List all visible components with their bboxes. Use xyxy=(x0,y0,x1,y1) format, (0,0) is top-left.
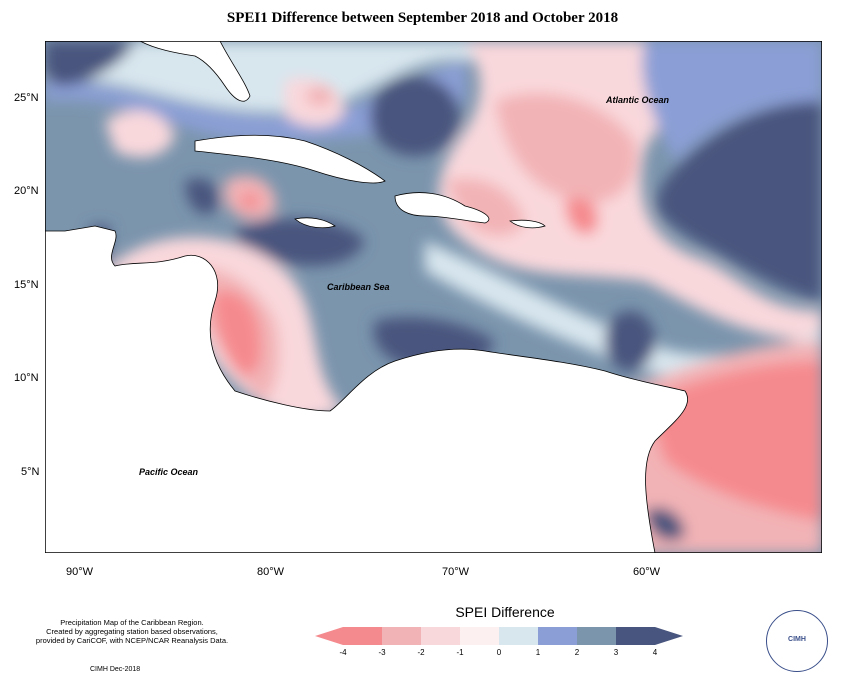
pink-core-guianas xyxy=(645,361,822,521)
dark-region-central xyxy=(235,218,365,266)
colorbar-cell xyxy=(577,627,616,645)
pink-core-hispaniola xyxy=(445,178,525,236)
colorbar-cell xyxy=(538,627,577,645)
caribbean-sea-label: Caribbean Sea xyxy=(327,282,390,292)
credit-date: CIMH Dec-2018 xyxy=(90,666,141,673)
colorbar-tick: -2 xyxy=(417,648,425,657)
dark-region-gulf xyxy=(45,41,135,86)
lon-label-60: 60°W xyxy=(633,566,661,578)
lon-label-80: 80°W xyxy=(257,566,285,578)
lon-label-90: 90°W xyxy=(66,566,94,578)
credit-line: Precipitation Map of the Caribbean Regio… xyxy=(60,618,204,627)
pacific-ocean-label: Pacific Ocean xyxy=(139,467,199,477)
lon-label-70: 70°W xyxy=(442,566,470,578)
lat-label-20: 20°N xyxy=(14,185,39,197)
cimh-logo xyxy=(766,610,828,672)
colorbar-tick: -1 xyxy=(456,648,464,657)
pink-core-bahamas xyxy=(306,86,334,106)
atlantic-ocean-label: Atlantic Ocean xyxy=(606,95,670,105)
lat-label-10: 10°N xyxy=(14,372,39,384)
neutral-band-north xyxy=(45,41,475,113)
logo-text: CIMH xyxy=(788,636,806,643)
colorbar-tick: 2 xyxy=(574,648,580,657)
pink-region-gulf xyxy=(105,110,175,158)
pink-core-yucatan xyxy=(240,193,260,209)
colorbar-cell xyxy=(616,627,683,645)
colorbar-tick: 4 xyxy=(652,648,658,657)
colorbar-cell xyxy=(421,627,460,645)
blue-band-north xyxy=(45,61,465,143)
dark-blob-windward xyxy=(605,311,655,371)
pink-core-atlantic xyxy=(495,93,637,203)
lat-label-25: 25°N xyxy=(14,92,39,104)
lat-label-15: 15°N xyxy=(14,279,39,291)
colorbar-cell xyxy=(460,627,499,645)
colorbar xyxy=(315,627,683,645)
colorbar-cell xyxy=(499,627,538,645)
colorbar-tick: 1 xyxy=(535,648,541,657)
land-masses xyxy=(45,41,688,553)
colorbar-tick: 0 xyxy=(496,648,502,657)
colorbar-cell xyxy=(382,627,421,645)
credit-text: Precipitation Map of the Caribbean Regio… xyxy=(12,618,252,645)
pink-core-lesser xyxy=(565,198,599,235)
dark-blob-yucatan xyxy=(185,178,219,215)
legend-title: SPEI Difference xyxy=(455,604,555,620)
credit-line: Created by aggregating station based obs… xyxy=(46,627,218,636)
pink-core-central-america xyxy=(213,290,261,376)
colorbar-tick: -4 xyxy=(339,648,347,657)
lat-label-5: 5°N xyxy=(21,466,40,478)
colorbar-tick: 3 xyxy=(613,648,619,657)
blue-spot-guianas xyxy=(645,507,685,541)
spei-map xyxy=(45,41,822,553)
dark-blob-bahamas xyxy=(370,76,460,156)
dark-region-atlantic xyxy=(656,101,822,301)
map-title: SPEI1 Difference between September 2018 … xyxy=(226,10,619,26)
blue-band-atlantic xyxy=(642,41,822,161)
colorbar-cell xyxy=(315,627,382,645)
colorbar-tick: -3 xyxy=(378,648,386,657)
credit-line: provided by CariCOF, with NCEP/NCAR Rean… xyxy=(35,636,229,645)
